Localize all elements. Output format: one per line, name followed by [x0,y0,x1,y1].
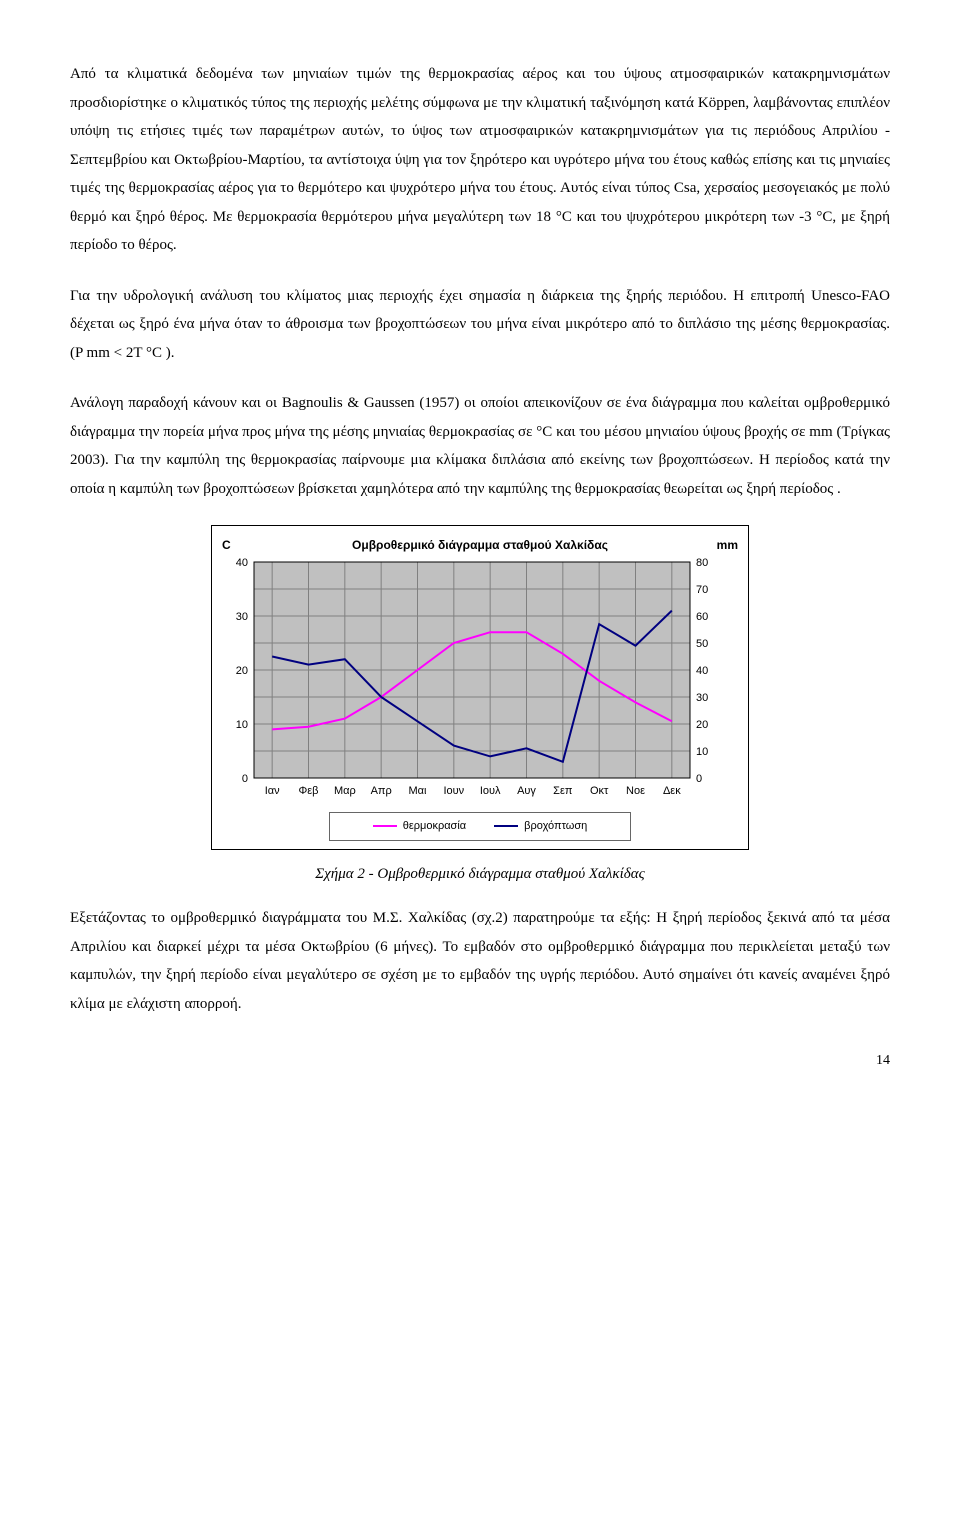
chart-legend: θερμοκρασία βροχόπτωση [329,812,631,841]
page-number: 14 [70,1048,890,1075]
chart-container: C Ομβροθερμικό διάγραμμα σταθμού Χαλκίδα… [70,525,890,850]
svg-text:40: 40 [236,557,248,569]
svg-text:30: 30 [236,611,248,623]
paragraph-2: Για την υδρολογική ανάλυση του κλίματος … [70,282,890,368]
svg-text:40: 40 [696,665,708,677]
svg-text:10: 10 [236,719,248,731]
svg-text:Απρ: Απρ [371,785,392,797]
svg-text:80: 80 [696,557,708,569]
legend-item-temperature: θερμοκρασία [373,816,466,837]
svg-text:Σεπ: Σεπ [553,785,573,797]
chart-svg: 0 10 20 30 40 50 60 70 80 0 10 20 30 40 Ιαν Φεβ Μαρ Απρ Μα… [220,556,724,806]
chart-title: Ομβροθερμικό διάγραμμα σταθμού Χαλκίδας [220,534,740,557]
legend-item-precipitation: βροχόπτωση [494,816,587,837]
paragraph-4: Εξετάζοντας το ομβροθερμικό διαγράμματα … [70,904,890,1018]
svg-text:Μαι: Μαι [409,785,428,797]
svg-text:0: 0 [696,773,702,785]
svg-text:Νοε: Νοε [626,785,645,797]
svg-text:60: 60 [696,611,708,623]
svg-text:50: 50 [696,638,708,650]
legend-label-temperature: θερμοκρασία [403,816,466,837]
svg-text:20: 20 [236,665,248,677]
ombrothermic-chart: C Ομβροθερμικό διάγραμμα σταθμού Χαλκίδα… [211,525,749,850]
svg-text:70: 70 [696,584,708,596]
svg-text:Φεβ: Φεβ [298,785,318,797]
svg-text:Οκτ: Οκτ [590,785,609,797]
paragraph-3: Ανάλογη παραδοχή κάνουν και οι Bagnoulis… [70,389,890,503]
svg-text:Δεκ: Δεκ [663,785,681,797]
svg-text:Αυγ: Αυγ [517,785,536,797]
svg-text:0: 0 [242,773,248,785]
figure-caption: Σχήμα 2 - Ομβροθερμικό διάγραμμα σταθμού… [70,860,890,889]
paragraph-1: Από τα κλιματικά δεδομένα των μηνιαίων τ… [70,60,890,260]
svg-text:10: 10 [696,746,708,758]
svg-text:Ιουν: Ιουν [443,785,464,797]
svg-text:30: 30 [696,692,708,704]
svg-text:Ιαν: Ιαν [265,785,280,797]
legend-label-precipitation: βροχόπτωση [524,816,587,837]
svg-text:20: 20 [696,719,708,731]
right-axis-unit: mm [717,534,738,557]
svg-text:Ιουλ: Ιουλ [480,785,501,797]
svg-text:Μαρ: Μαρ [334,785,356,797]
